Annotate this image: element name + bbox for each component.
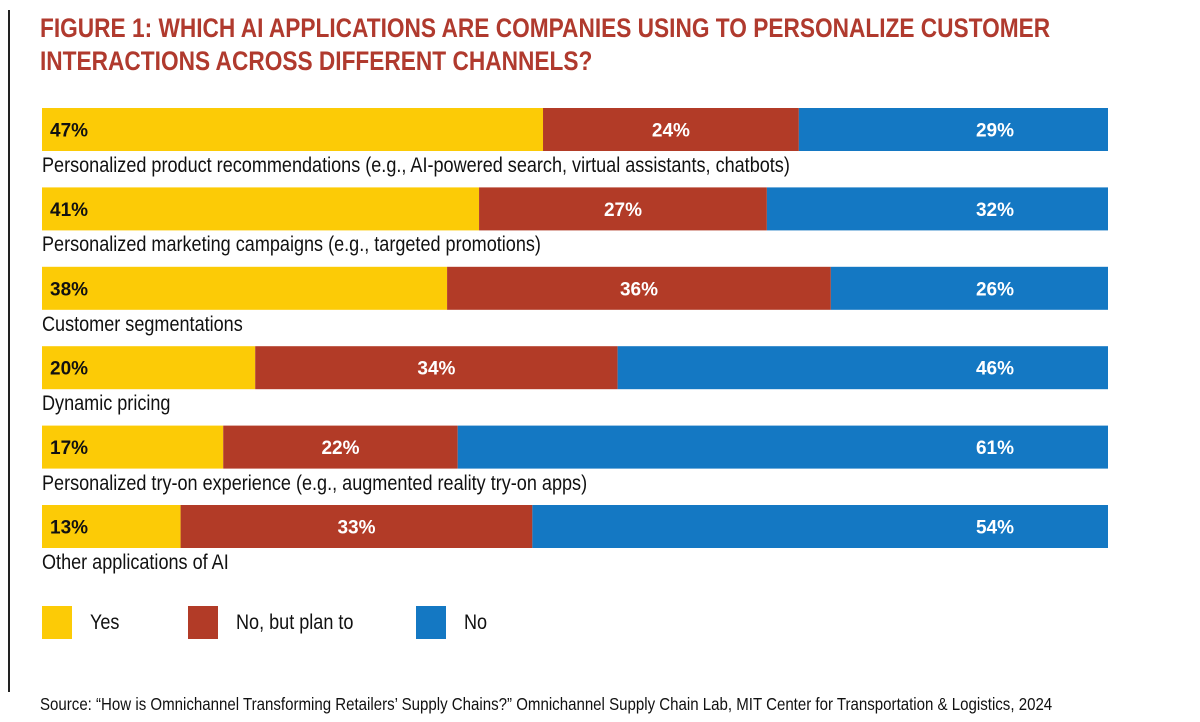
legend-swatch-no xyxy=(416,606,446,639)
data-label: 24% xyxy=(652,121,690,142)
bar-segment-yes xyxy=(42,108,544,151)
source-note: Source: “How is Omnichannel Transforming… xyxy=(40,694,1053,714)
bar-segment-no xyxy=(830,266,1108,310)
category-label: Customer segmentations xyxy=(42,312,243,336)
legend-label-yes: Yes xyxy=(90,610,120,634)
data-label: 34% xyxy=(417,359,455,380)
data-label: 46% xyxy=(976,359,1014,380)
data-label: 32% xyxy=(976,200,1014,221)
bar-segment-no xyxy=(532,505,1108,548)
category-label: Personalized marketing campaigns (e.g., … xyxy=(42,233,541,257)
data-label: 13% xyxy=(50,518,88,539)
bar-segment-yes xyxy=(42,425,224,469)
legend-label-no: No xyxy=(464,610,488,634)
data-label: 47% xyxy=(50,121,88,142)
category-label: Dynamic pricing xyxy=(42,392,171,416)
data-label: 36% xyxy=(620,279,658,300)
bar-segment-plan xyxy=(479,187,767,231)
bar-segment-yes xyxy=(42,187,480,231)
data-label: 20% xyxy=(50,359,88,380)
bar-segment-yes xyxy=(42,266,448,310)
category-label: Personalized product recommendations (e.… xyxy=(42,154,790,177)
bar-segment-plan xyxy=(447,266,831,310)
legend-item-no: No xyxy=(416,606,491,639)
bar-segment-plan xyxy=(223,425,458,469)
data-label: 54% xyxy=(976,518,1014,539)
data-label: 41% xyxy=(50,200,88,221)
bar-segment-plan xyxy=(255,346,618,390)
data-label: 17% xyxy=(50,438,88,459)
data-label: 22% xyxy=(321,438,359,459)
chart-title: FIGURE 1: WHICH AI APPLICATIONS ARE COMP… xyxy=(40,12,1050,78)
bar-segment-yes xyxy=(42,346,256,390)
title-line-1: FIGURE 1: WHICH AI APPLICATIONS ARE COMP… xyxy=(40,13,1051,43)
category-label: Other applications of AI xyxy=(42,551,229,574)
left-rule xyxy=(8,10,10,692)
bar-segment-yes xyxy=(42,505,181,548)
data-label: 27% xyxy=(604,200,642,221)
bar-segment-plan xyxy=(180,505,533,548)
legend-item-yes: Yes xyxy=(42,606,124,639)
bar-segment-plan xyxy=(543,108,799,151)
data-label: 61% xyxy=(976,438,1014,459)
bar-segment-no xyxy=(457,425,1108,469)
bar-segment-no xyxy=(798,108,1108,151)
title-line-2: INTERACTIONS ACROSS DIFFERENT CHANNELS? xyxy=(40,46,593,76)
legend-label-plan: No, but plan to xyxy=(236,610,354,634)
legend-swatch-yes xyxy=(42,606,72,639)
legend-swatch-plan xyxy=(188,606,218,639)
data-label: 38% xyxy=(50,279,88,300)
legend-item-plan: No, but plan to xyxy=(188,606,373,639)
category-label: Personalized try-on experience (e.g., au… xyxy=(42,471,588,495)
bar-segment-no xyxy=(766,187,1108,231)
data-label: 33% xyxy=(337,518,375,539)
data-label: 29% xyxy=(976,121,1014,142)
bar-segment-no xyxy=(617,346,1108,390)
data-label: 26% xyxy=(976,279,1014,300)
